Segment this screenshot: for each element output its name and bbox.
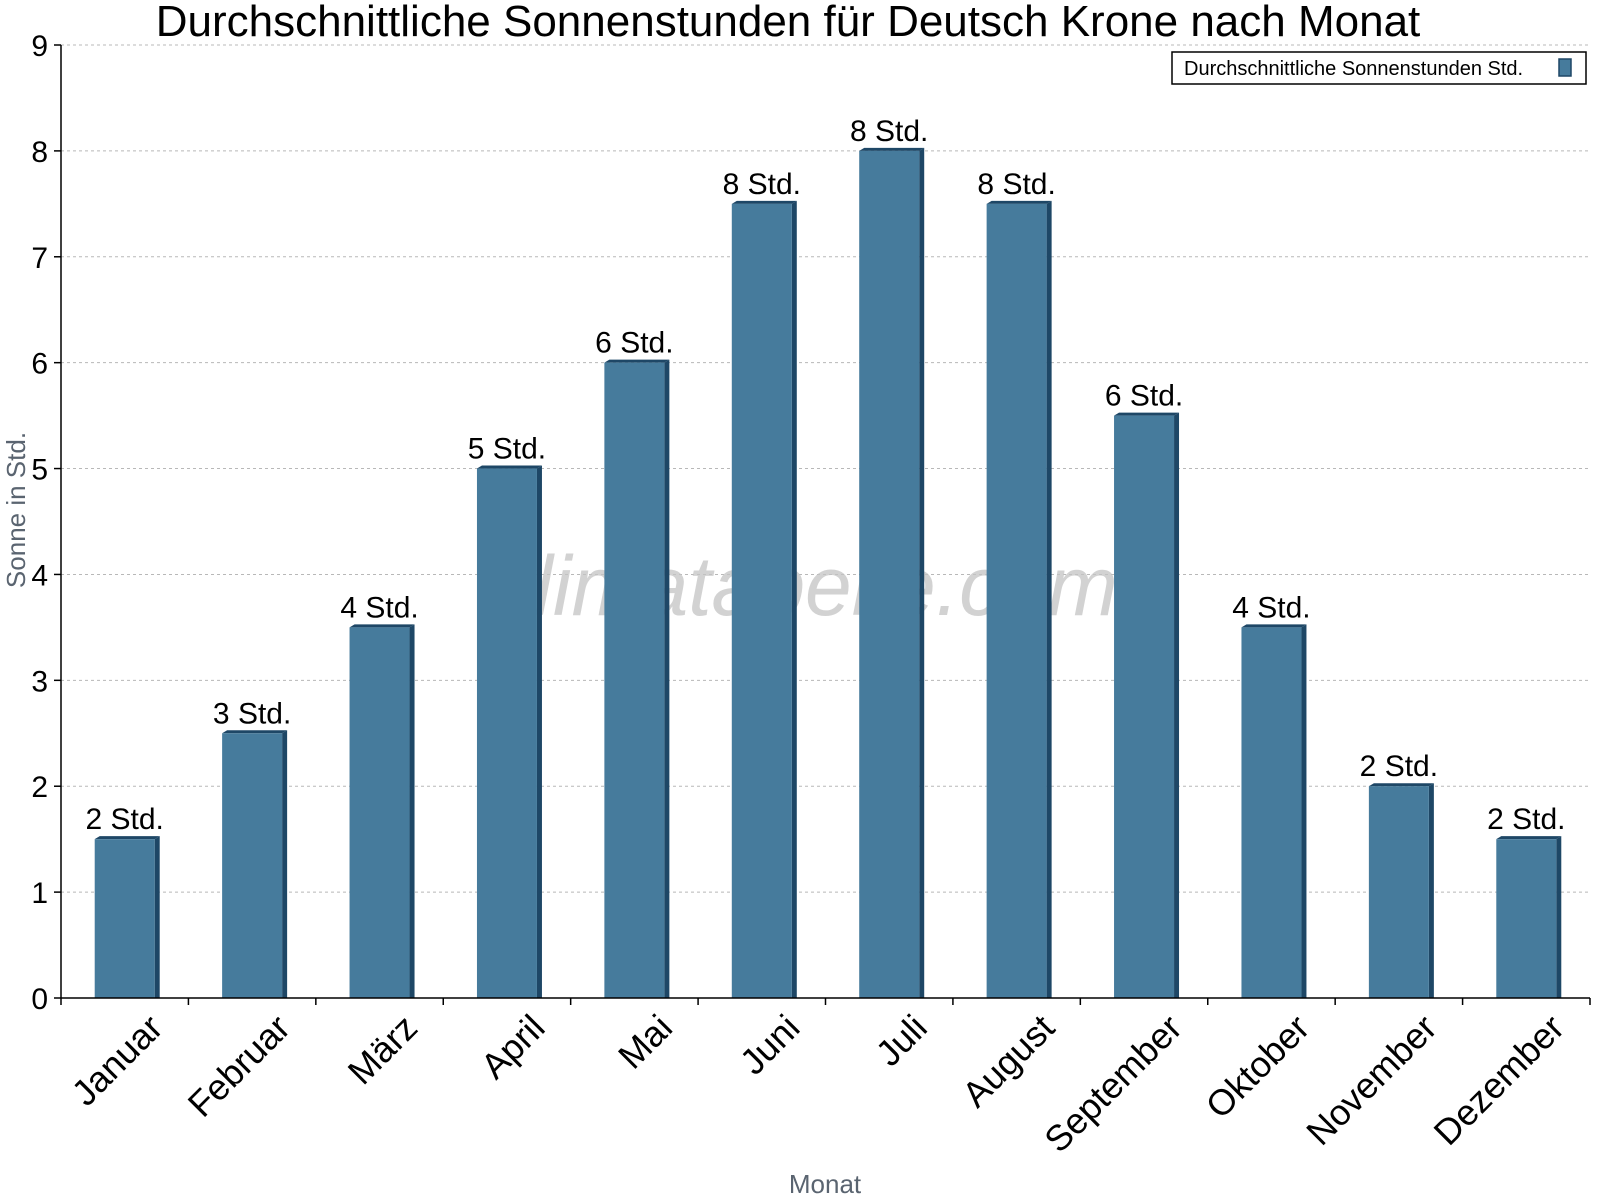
bar-top bbox=[1496, 836, 1562, 840]
bar bbox=[476, 465, 542, 998]
y-tick-label: 4 bbox=[31, 559, 48, 592]
y-tick-label: 8 bbox=[31, 136, 48, 169]
x-tick-label: September bbox=[1036, 1007, 1190, 1161]
bar-top bbox=[476, 465, 542, 469]
bar-face bbox=[1241, 627, 1302, 998]
y-axis-title: Sonne in Std. bbox=[1, 432, 31, 588]
data-label: 5 Std. bbox=[468, 433, 546, 466]
legend: Durchschnittliche Sonnenstunden Std. bbox=[1171, 51, 1587, 85]
x-tick-label: Februar bbox=[180, 1007, 298, 1125]
legend-swatch bbox=[1558, 58, 1572, 77]
bars bbox=[94, 147, 1562, 999]
x-tick-label: Oktober bbox=[1198, 1007, 1318, 1127]
bar bbox=[1114, 412, 1180, 999]
bar-face bbox=[604, 362, 665, 999]
bar-side bbox=[664, 359, 670, 999]
x-tick-label: Dezember bbox=[1426, 1007, 1572, 1153]
bar bbox=[1241, 624, 1307, 998]
data-label: 2 Std. bbox=[1487, 803, 1565, 836]
bar-top bbox=[986, 200, 1052, 204]
bar-face bbox=[731, 203, 792, 999]
data-labels: 2 Std. 3 Std. 4 Std. 5 Std. 6 Std. 8 Std. 8 St… bbox=[86, 115, 1566, 836]
bar-top bbox=[1241, 624, 1307, 628]
data-label: 8 Std. bbox=[850, 115, 928, 148]
bar-face bbox=[1114, 415, 1175, 999]
bar-side bbox=[791, 200, 797, 999]
bar-face bbox=[986, 203, 1047, 999]
bar-top bbox=[604, 359, 670, 363]
bar-face bbox=[349, 627, 410, 998]
bar-side bbox=[282, 730, 288, 998]
bar-face bbox=[1368, 786, 1429, 998]
bar-top bbox=[94, 836, 160, 840]
bar bbox=[731, 200, 797, 999]
bar-face bbox=[1496, 839, 1557, 998]
y-tick-label: 6 bbox=[31, 348, 48, 381]
x-tick-label: November bbox=[1298, 1007, 1444, 1153]
bar-side bbox=[1428, 783, 1434, 998]
x-tick-label: Juni bbox=[732, 1007, 808, 1083]
bar-side bbox=[409, 624, 415, 998]
x-tick-label: August bbox=[954, 1007, 1062, 1115]
y-tick-label: 3 bbox=[31, 665, 48, 698]
bar-side bbox=[1046, 200, 1052, 999]
bar bbox=[604, 359, 670, 999]
bar bbox=[94, 836, 160, 998]
y-tick-label: 1 bbox=[31, 877, 48, 910]
axes bbox=[54, 44, 1591, 1005]
bar-side bbox=[154, 836, 160, 998]
bar-face bbox=[222, 733, 283, 998]
x-tick-label: Juli bbox=[868, 1007, 935, 1074]
data-label: 4 Std. bbox=[340, 591, 418, 624]
legend-box bbox=[1171, 51, 1587, 85]
data-label: 2 Std. bbox=[86, 803, 164, 836]
bar-side bbox=[536, 465, 542, 998]
bar-face bbox=[476, 468, 537, 998]
y-tick-labels: 0 1 2 3 4 5 6 7 8 9 bbox=[31, 30, 48, 1016]
gridlines bbox=[61, 44, 1590, 893]
x-tick-label: März bbox=[340, 1007, 426, 1093]
y-tick-label: 9 bbox=[31, 30, 48, 63]
bar bbox=[349, 624, 415, 998]
bar-side bbox=[1301, 624, 1307, 998]
x-tick-label: Mai bbox=[610, 1007, 680, 1077]
bar-side bbox=[1556, 836, 1562, 998]
bar-top bbox=[1368, 783, 1434, 787]
legend-label: Durchschnittliche Sonnenstunden Std. bbox=[1184, 58, 1523, 80]
bar bbox=[859, 147, 925, 998]
bar-side bbox=[919, 147, 925, 998]
bar-top bbox=[859, 147, 925, 151]
bar-face bbox=[94, 839, 155, 998]
data-label: 2 Std. bbox=[1360, 750, 1438, 783]
y-tick-label: 5 bbox=[31, 454, 48, 487]
x-axis-title: Monat bbox=[789, 1169, 862, 1199]
bar-top bbox=[731, 200, 797, 204]
data-label: 8 Std. bbox=[977, 168, 1055, 201]
data-label: 3 Std. bbox=[213, 697, 291, 730]
y-tick-label: 2 bbox=[31, 771, 48, 804]
x-tick-label: Januar bbox=[64, 1007, 171, 1114]
x-tick-label: April bbox=[473, 1007, 553, 1087]
bar bbox=[1368, 783, 1434, 998]
data-label: 6 Std. bbox=[1105, 380, 1183, 413]
bar bbox=[222, 730, 288, 998]
y-tick-label: 7 bbox=[31, 242, 48, 275]
chart-title: Durchschnittliche Sonnenstunden für Deut… bbox=[156, 0, 1421, 46]
bar bbox=[986, 200, 1052, 999]
bar bbox=[1496, 836, 1562, 998]
bar-side bbox=[1174, 412, 1180, 999]
data-label: 6 Std. bbox=[595, 327, 673, 360]
data-label: 4 Std. bbox=[1232, 591, 1310, 624]
bar-top bbox=[349, 624, 415, 628]
bar-face bbox=[859, 150, 920, 998]
data-label: 8 Std. bbox=[723, 168, 801, 201]
bar-top bbox=[222, 730, 288, 734]
bar-top bbox=[1114, 412, 1180, 416]
y-tick-label: 0 bbox=[31, 983, 48, 1016]
x-tick-labels: Januar Februar März April Mai Juni Juli AugustS… bbox=[64, 1007, 1572, 1161]
